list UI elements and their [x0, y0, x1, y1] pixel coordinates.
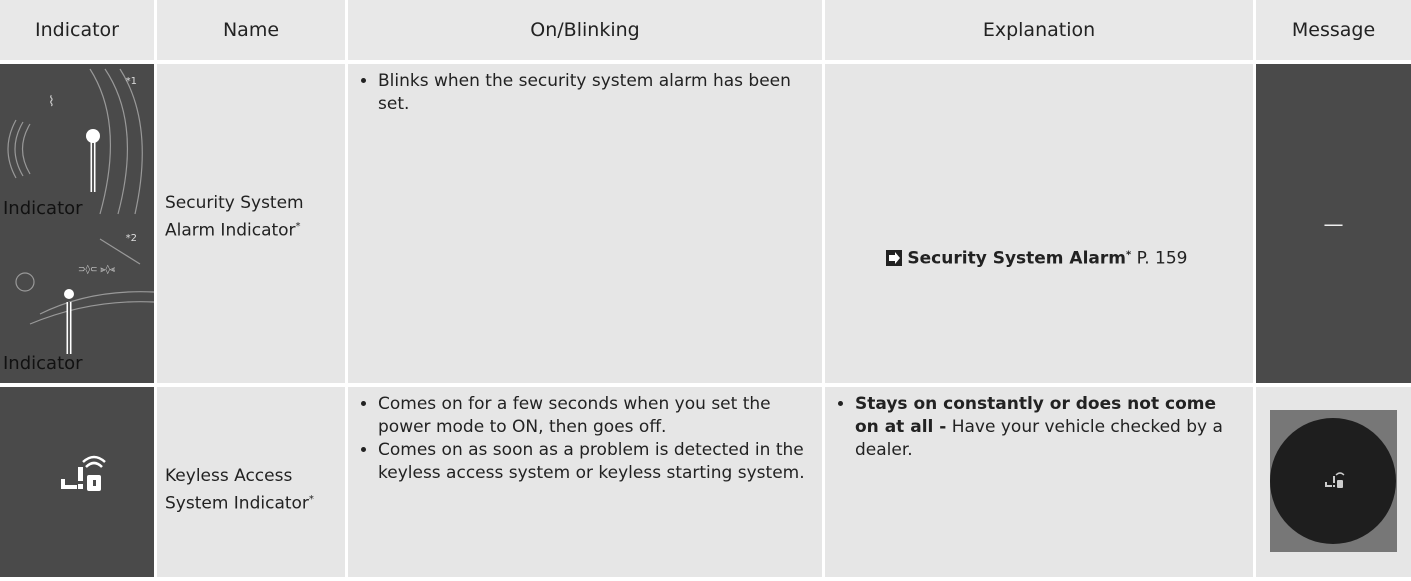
indicator-icon — [61, 455, 106, 491]
indicator-image: ⌇ ⊃◊⊂ ⫸◊⫷ *1 *2 Indicator Indicator — [3, 68, 155, 374]
note: *2 — [126, 233, 137, 244]
advice: Have your vehicle checked by a dealer. — [855, 417, 1223, 460]
header-cell: Indicator — [0, 0, 154, 60]
name-cell: Keyless Access System Indicator* — [157, 387, 345, 577]
message-cell — [1256, 387, 1411, 577]
note: *1 — [126, 76, 137, 87]
on-blinking-cell: Comes on for a few seconds when you set … — [348, 387, 822, 577]
name-cell: Security System Alarm Indicator* — [157, 64, 345, 383]
bullet: Comes on as soon as a problem is detecte… — [378, 439, 810, 485]
link: Security System Alarm — [907, 248, 1126, 269]
indicator-cell — [0, 387, 154, 577]
bullet: Blinks when the security system alarm ha… — [378, 70, 810, 116]
header-cell: Name — [157, 0, 345, 60]
condition: Stays on constantly or does not come on … — [855, 394, 1216, 437]
message-image — [1270, 410, 1397, 552]
header-cell: Explanation — [825, 0, 1253, 60]
bullet-list: Comes on for a few seconds when you set … — [360, 393, 810, 485]
bullet: Stays on constantly or does not come on … — [855, 393, 1241, 462]
explanation-cell: Security System Alarm* P. 159 — [825, 64, 1253, 383]
on-blinking-cell: Blinks when the security system alarm ha… — [348, 64, 822, 383]
ref-arrow — [886, 249, 902, 266]
svg-text:⌇: ⌇ — [48, 94, 55, 110]
mark: * — [308, 494, 314, 505]
mark: * — [1125, 249, 1132, 260]
header-cell: On/Blinking — [348, 0, 822, 60]
callout-label: Indicator — [3, 198, 83, 219]
callout-label: Indicator — [3, 353, 83, 374]
bullet: Comes on for a few seconds when you set … — [378, 393, 810, 439]
header-cell: Message — [1256, 0, 1411, 60]
name: Security System Alarm Indicator — [165, 193, 304, 241]
name: Keyless Access System Indicator — [165, 466, 309, 514]
message-cell: — — [1256, 64, 1411, 383]
explanation-cell: Stays on constantly or does not come on … — [825, 387, 1253, 577]
message: — — [1323, 211, 1344, 236]
page-ref: P. 159 — [1136, 248, 1188, 269]
bullet-list: Blinks when the security system alarm ha… — [360, 70, 810, 116]
mark: * — [295, 221, 301, 232]
indicator-cell: ⌇ ⊃◊⊂ ⫸◊⫷ *1 *2 Indicator Indicator — [0, 64, 155, 383]
svg-text:⊃◊⊂ ⫸◊⫷: ⊃◊⊂ ⫸◊⫷ — [78, 264, 115, 275]
bullet-list: Stays on constantly or does not come on … — [837, 393, 1241, 462]
